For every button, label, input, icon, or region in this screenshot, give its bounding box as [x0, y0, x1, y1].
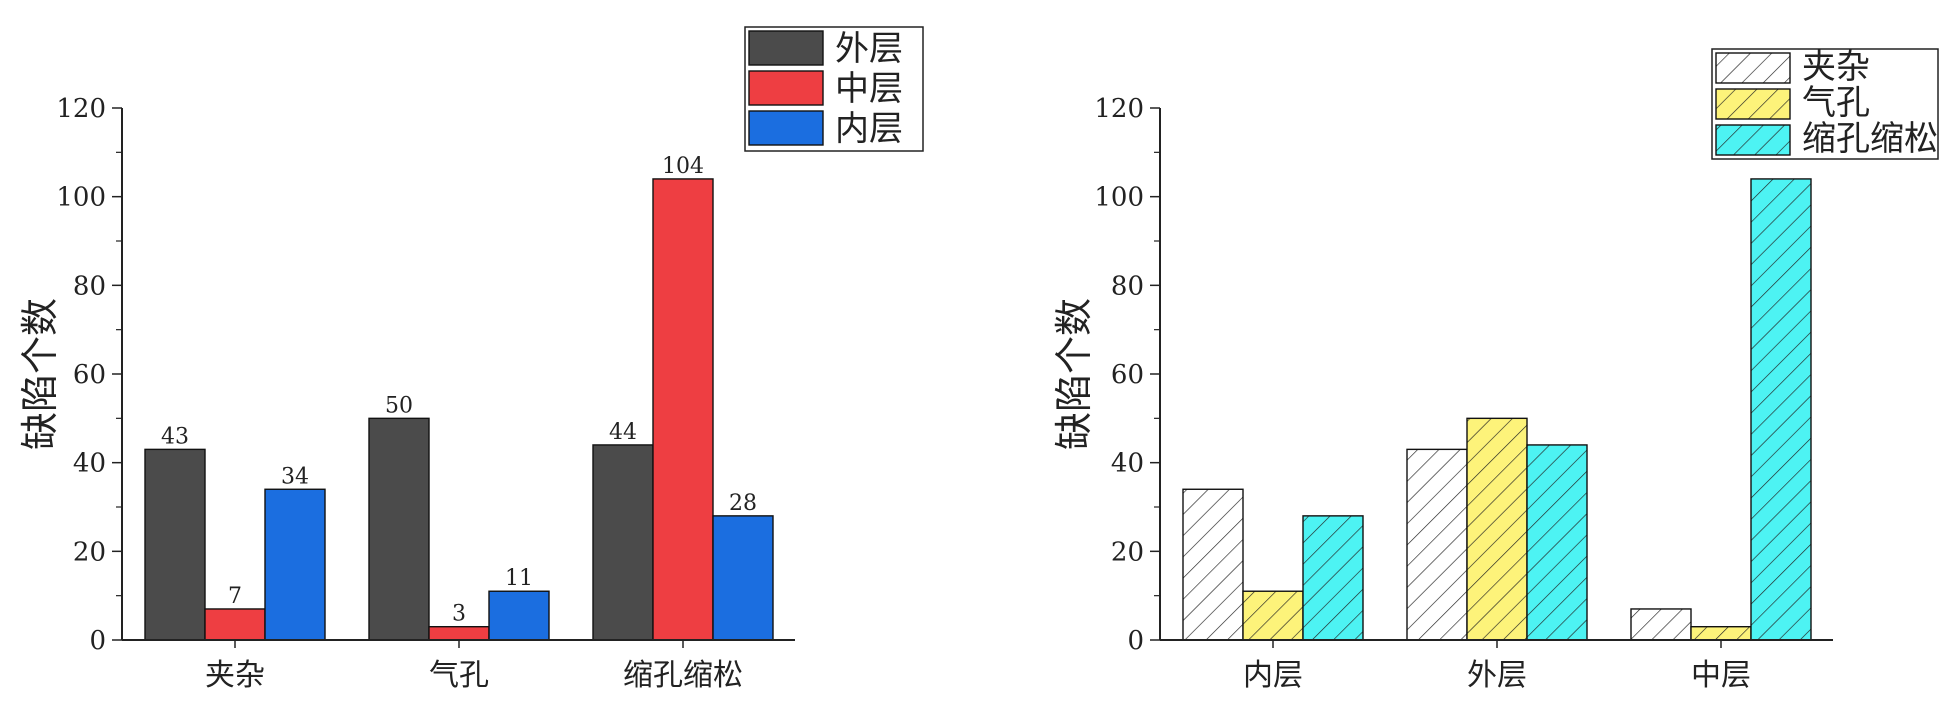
y-tick-label: 0	[89, 626, 106, 656]
bar-0-2-0	[592, 444, 654, 641]
value-label: 11	[505, 566, 533, 591]
bar-1-2-2	[1750, 178, 1812, 641]
legend-label: 气孔	[1802, 83, 1870, 123]
y-tick-label: 20	[73, 537, 106, 567]
bar-1-1-1	[1466, 417, 1528, 641]
bar-0-0-2	[264, 488, 326, 641]
x-tick-label: 内层	[1243, 658, 1303, 693]
bar-0-0-1	[204, 608, 266, 641]
value-label: 7	[228, 584, 242, 609]
legend-swatch	[748, 30, 824, 66]
value-label: 104	[662, 154, 704, 179]
value-label: 50	[385, 393, 413, 418]
y-tick-label: 120	[1094, 94, 1144, 124]
bar-1-1-0	[1406, 448, 1468, 641]
value-label: 3	[452, 602, 466, 627]
legend-label: 缩孔缩松	[1802, 119, 1938, 159]
y-tick-label: 80	[1111, 271, 1144, 301]
bar-0-0-0	[144, 448, 206, 641]
bar-0-1-2	[488, 590, 550, 641]
y-tick-label: 40	[73, 449, 106, 479]
legend-swatch	[1715, 124, 1791, 156]
legend-label: 外层	[835, 29, 903, 69]
legend-swatch	[748, 70, 824, 106]
bar-1-0-1	[1242, 590, 1304, 641]
y-tick-label: 0	[1127, 626, 1144, 656]
y-tick-label: 20	[1111, 537, 1144, 567]
bar-1-2-0	[1630, 608, 1692, 641]
y-tick-label: 100	[56, 183, 106, 213]
value-label: 28	[729, 491, 757, 516]
bar-1-0-2	[1302, 515, 1364, 641]
y-tick-label: 60	[1111, 360, 1144, 390]
bar-1-1-2	[1526, 444, 1588, 641]
legend-swatch	[1715, 52, 1791, 84]
legend-swatch	[1715, 88, 1791, 120]
value-label: 44	[609, 420, 637, 445]
legend-swatch	[748, 110, 824, 146]
value-label: 43	[161, 424, 189, 449]
bar-0-1-0	[368, 417, 430, 641]
x-tick-label: 外层	[1467, 658, 1527, 693]
y-tick-label: 40	[1111, 449, 1144, 479]
legend-label: 中层	[835, 69, 903, 109]
y-axis-title: 缺陷个数	[18, 298, 62, 450]
y-axis-title: 缺陷个数	[1052, 298, 1096, 450]
legend-label: 夹杂	[1802, 47, 1870, 87]
chart-defects-by-type: 43 7 34 夹杂 50 3 11 气孔 44 104 28 缩孔缩松 0 20 40 60 80 100 120…	[18, 26, 924, 693]
y-tick-label: 60	[73, 360, 106, 390]
x-tick-label: 夹杂	[205, 658, 265, 693]
y-tick-label: 80	[73, 271, 106, 301]
y-tick-label: 100	[1094, 183, 1144, 213]
bar-1-2-1	[1690, 626, 1752, 641]
bar-0-2-2	[712, 515, 774, 641]
legend-label: 内层	[835, 109, 903, 149]
value-label: 34	[281, 464, 309, 489]
bar-0-1-1	[428, 626, 490, 641]
x-tick-label: 缩孔缩松	[623, 658, 743, 693]
y-tick-label: 120	[56, 94, 106, 124]
x-tick-label: 中层	[1691, 658, 1751, 693]
bar-1-0-0	[1182, 488, 1244, 641]
x-tick-label: 气孔	[429, 658, 489, 693]
bar-0-2-1	[652, 178, 714, 641]
